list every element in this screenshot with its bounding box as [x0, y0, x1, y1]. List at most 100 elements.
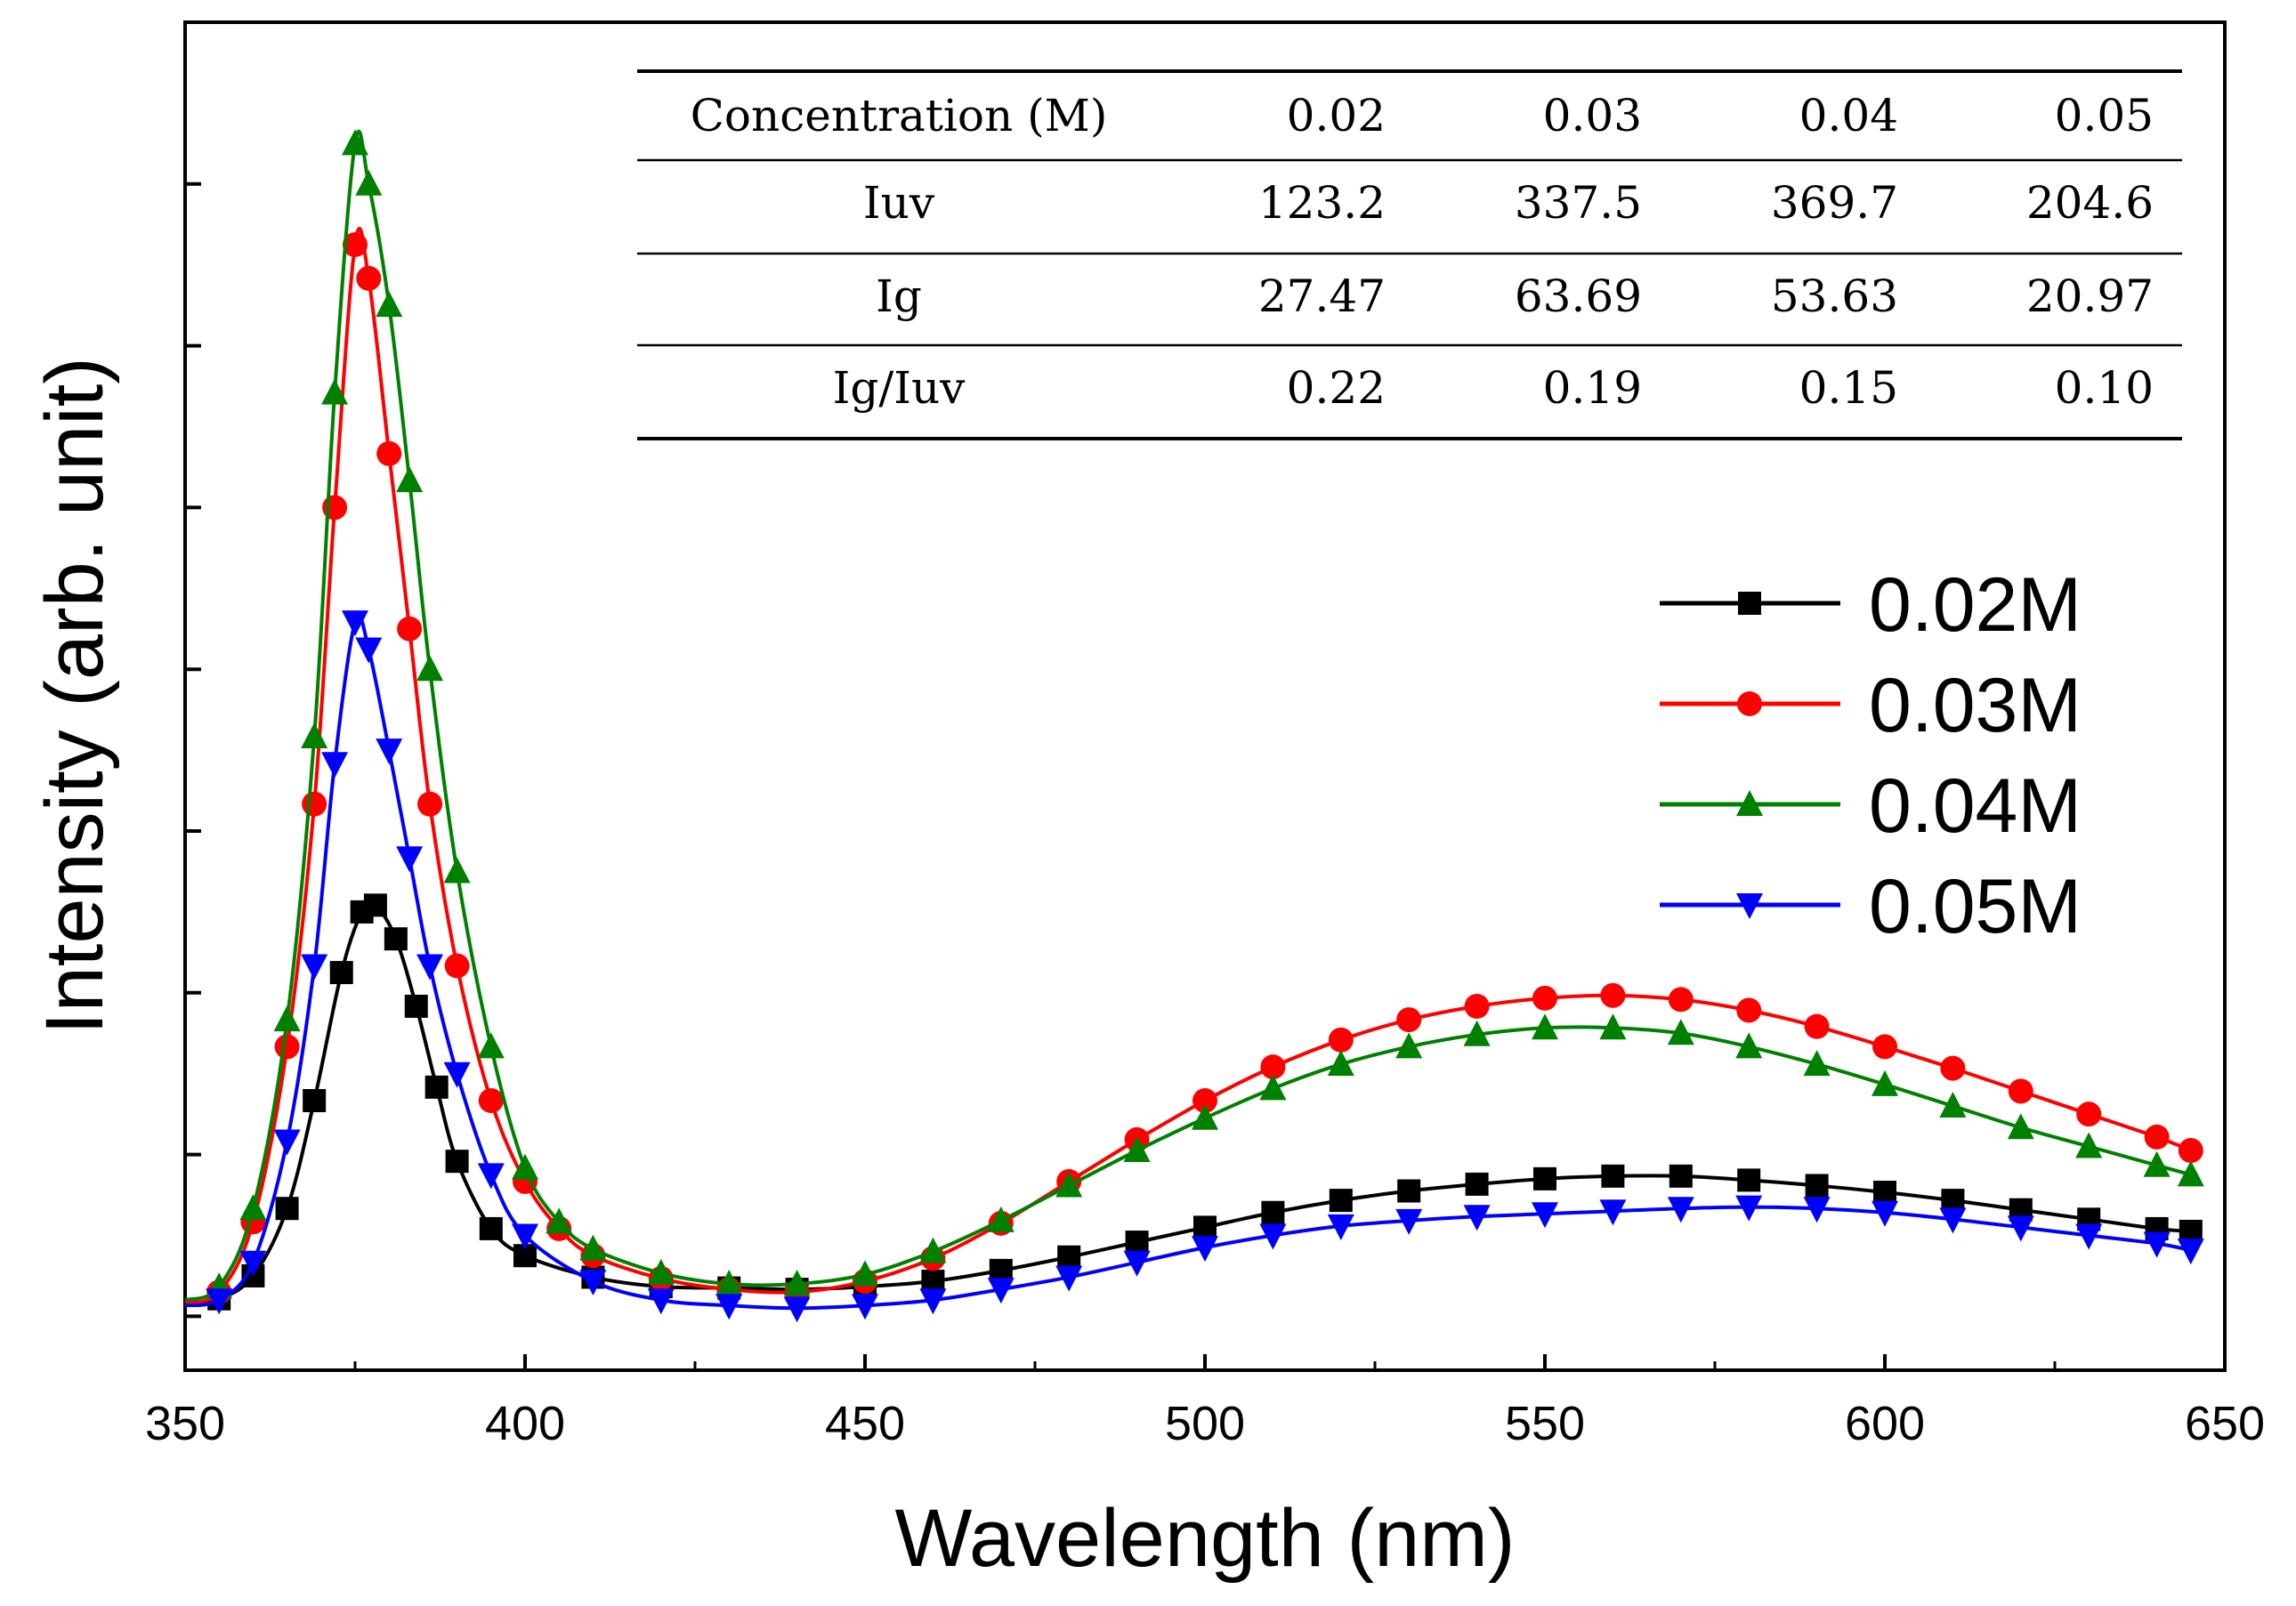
data-point: [273, 1005, 301, 1032]
x-tick-label: 550: [1505, 1397, 1585, 1450]
legend-marker: [1736, 893, 1763, 919]
table-cell: 53.63: [1771, 270, 1898, 322]
data-point: [443, 857, 471, 884]
legend-item-0.02M: 0.02M: [1660, 562, 2082, 648]
data-point: [2007, 1113, 2034, 1140]
data-point: [1873, 1181, 1896, 1205]
series-0.04M: [184, 129, 2204, 1303]
data-point: [919, 1288, 947, 1315]
data-point: [1123, 1250, 1151, 1277]
data-point: [1464, 993, 1490, 1019]
data-point: [416, 954, 444, 981]
legend-marker: [1738, 592, 1761, 615]
series-0.05M: [184, 610, 2204, 1323]
data-point: [715, 1270, 743, 1296]
data-point: [987, 1206, 1015, 1232]
data-point: [404, 994, 428, 1018]
x-axis: 350 400 450 500 550 600 650: [145, 1354, 2265, 1450]
data-point: [1192, 1088, 1217, 1113]
data-point: [1940, 1055, 1966, 1081]
data-point: [301, 954, 328, 981]
data-point: [1329, 1189, 1353, 1213]
x-tick-label: 400: [485, 1397, 565, 1450]
data-point: [1465, 1172, 1489, 1196]
data-point: [356, 265, 382, 291]
table-row-label: Iuv: [863, 177, 935, 229]
data-point: [1600, 982, 1626, 1008]
data-point: [2144, 1124, 2170, 1150]
data-point: [852, 1260, 878, 1287]
data-point: [239, 1194, 267, 1221]
data-point: [321, 378, 349, 405]
legend-item-0.04M: 0.04M: [1660, 763, 2082, 849]
data-point: [1532, 1202, 1558, 1229]
table-row-label: Ig/Iuv: [833, 362, 966, 414]
data-point: [1327, 1050, 1354, 1077]
data-point: [1261, 1200, 1285, 1224]
data-point: [1463, 1020, 1491, 1046]
legend-label: 0.05M: [1869, 864, 2082, 949]
data-point: [2075, 1132, 2103, 1158]
table-cell: 0.22: [1287, 362, 1386, 414]
data-point: [1397, 1179, 1421, 1203]
data-point: [1259, 1223, 1287, 1250]
data-point: [1736, 997, 1762, 1023]
data-point: [1327, 1214, 1354, 1240]
data-point: [1395, 1208, 1423, 1235]
x-axis-title: Wavelength (nm): [894, 1493, 1515, 1584]
data-point: [1803, 1197, 1831, 1223]
data-point: [1192, 1103, 1218, 1130]
data-point: [2178, 1138, 2203, 1164]
data-point: [987, 1278, 1015, 1304]
legend-label: 0.02M: [1869, 562, 2082, 648]
table-cell: 204.6: [2026, 177, 2154, 229]
data-point: [1532, 1013, 1558, 1040]
data-point: [1328, 1027, 1354, 1053]
legend-label: 0.04M: [1869, 763, 2082, 849]
data-point: [477, 1032, 505, 1059]
table-cell: 20.97: [2026, 270, 2154, 322]
data-point: [2075, 1223, 2103, 1250]
table-cell: 0.02: [1287, 90, 1386, 141]
data-point: [1055, 1265, 1083, 1292]
data-point: [1668, 987, 1694, 1013]
table-cell: 369.7: [1771, 177, 1898, 229]
data-point: [1872, 1069, 1898, 1096]
data-point: [206, 1288, 233, 1315]
data-point: [1667, 1197, 1694, 1223]
legend-label: 0.03M: [1869, 663, 2082, 748]
data-point: [376, 291, 403, 318]
legend: 0.02M 0.03M 0.04M 0.05M: [1660, 562, 2082, 949]
data-point: [1804, 1013, 1830, 1039]
data-point: [1667, 1019, 1694, 1045]
data-point: [424, 1075, 449, 1099]
data-point: [1599, 1199, 1627, 1226]
data-point: [1123, 1136, 1151, 1163]
data-point: [1259, 1074, 1287, 1101]
table-cell: 0.10: [2055, 362, 2154, 414]
table-cell: 0.03: [1543, 90, 1642, 141]
data-point: [2143, 1231, 2171, 1258]
data-point: [783, 1296, 811, 1323]
data-point: [919, 1237, 947, 1263]
data-point: [384, 927, 408, 951]
data-point: [275, 1197, 299, 1221]
data-point: [1532, 985, 1557, 1011]
legend-marker: [1737, 691, 1762, 716]
data-point: [416, 655, 444, 682]
table-cell: 0.15: [1799, 362, 1898, 414]
data-point: [1872, 1034, 1897, 1060]
data-point: [579, 1270, 607, 1296]
legend-item-0.05M: 0.05M: [1660, 864, 2082, 949]
data-point: [273, 1129, 301, 1156]
data-point: [2177, 1160, 2204, 1187]
data-point: [478, 1088, 504, 1113]
x-tick-label: 650: [2185, 1397, 2265, 1450]
data-point: [376, 440, 402, 466]
data-point: [355, 169, 383, 196]
data-point: [363, 893, 387, 917]
data-point: [1396, 1007, 1422, 1033]
data-point: [1939, 1092, 1967, 1118]
data-point: [329, 961, 353, 985]
data-point: [2007, 1215, 2034, 1242]
